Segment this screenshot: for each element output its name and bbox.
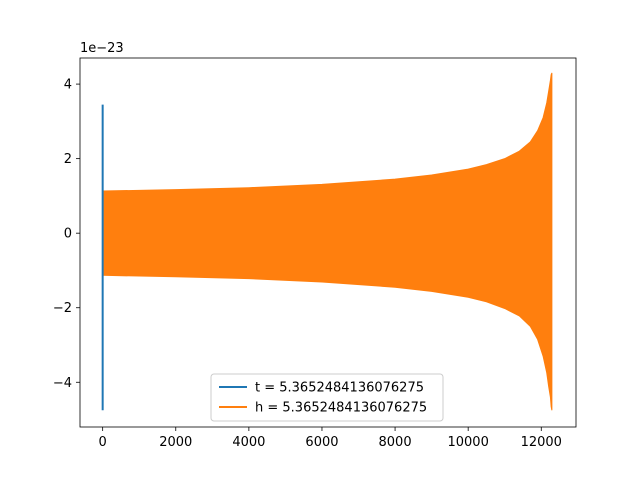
- legend: t = 5.3652484136076275 h = 5.365248413607…: [210, 373, 444, 422]
- series-layer: [101, 72, 553, 411]
- y-tick-label: −4: [53, 376, 72, 391]
- x-tick-label: 4000: [232, 435, 265, 450]
- x-tick-label: 2000: [159, 435, 192, 450]
- y-axis-ticks: −4 −2 0 2 4: [53, 78, 80, 391]
- axes-frame: [79, 57, 577, 428]
- y-tick-label: 0: [64, 227, 72, 242]
- x-tick-label: 8000: [379, 435, 412, 450]
- legend-box: [210, 373, 444, 422]
- x-tick-label: 6000: [305, 435, 338, 450]
- x-tick-label: 0: [99, 435, 107, 450]
- x-tick-label: 12000: [521, 435, 562, 450]
- legend-label: t = 5.3652484136076275: [255, 381, 424, 396]
- y-offset-label: 1e−23: [80, 41, 124, 56]
- x-axis-ticks: 0 2000 4000 6000 8000 10000 12000: [99, 427, 562, 450]
- y-tick-label: 2: [64, 152, 72, 167]
- y-tick-label: 4: [64, 78, 72, 93]
- legend-label: h = 5.3652484136076275: [255, 401, 427, 416]
- x-tick-label: 10000: [447, 435, 488, 450]
- y-tick-label: −2: [53, 301, 72, 316]
- series-1-oscillation-band: [102, 72, 553, 411]
